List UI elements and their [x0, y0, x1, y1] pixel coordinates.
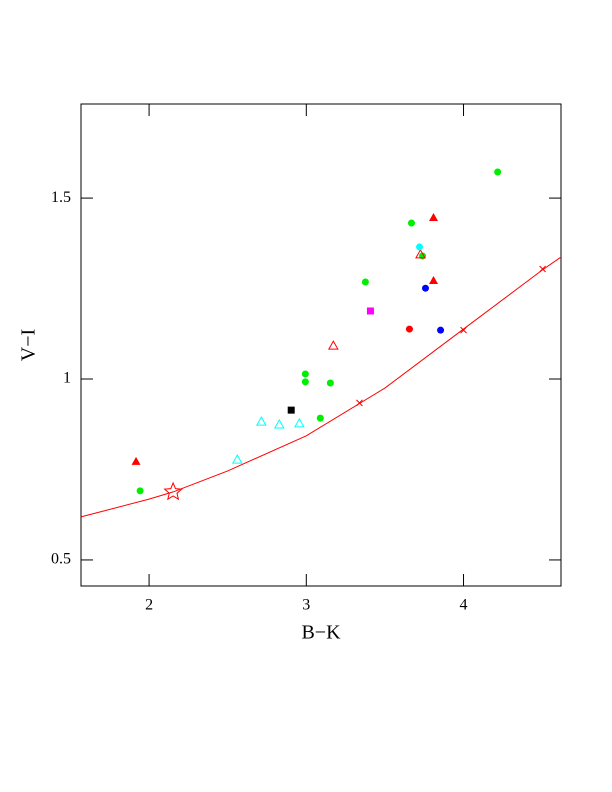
point	[415, 248, 426, 259]
point	[255, 416, 267, 426]
x-tick-label: 4	[460, 597, 468, 614]
point	[136, 487, 144, 495]
plot-frame	[80, 103, 562, 587]
point	[316, 414, 324, 422]
point	[437, 326, 445, 334]
y-tick-label: 1	[63, 370, 71, 387]
point	[366, 307, 374, 315]
point	[294, 417, 305, 428]
y-tick-label: 1.5	[51, 189, 71, 206]
point	[301, 370, 309, 378]
point	[287, 406, 295, 414]
point	[361, 278, 369, 286]
point	[327, 340, 339, 350]
point	[421, 284, 429, 292]
point	[415, 243, 423, 251]
point	[460, 326, 467, 334]
x-tick-label: 3	[302, 597, 310, 614]
point	[163, 481, 183, 501]
point	[428, 212, 438, 221]
point	[273, 418, 285, 429]
point	[131, 456, 141, 465]
y-axis-label: V−I	[18, 329, 40, 361]
x-tick-label: 2	[145, 597, 153, 614]
fit-curve	[80, 256, 562, 518]
y-tick-label: 0.5	[51, 551, 71, 568]
point	[494, 168, 502, 176]
point	[356, 399, 363, 407]
point	[301, 378, 309, 386]
point	[539, 265, 546, 273]
x-axis-label: B−K	[301, 622, 341, 644]
point	[428, 275, 438, 284]
point	[407, 219, 415, 227]
point	[231, 454, 243, 464]
point	[405, 325, 413, 333]
point	[326, 379, 334, 387]
